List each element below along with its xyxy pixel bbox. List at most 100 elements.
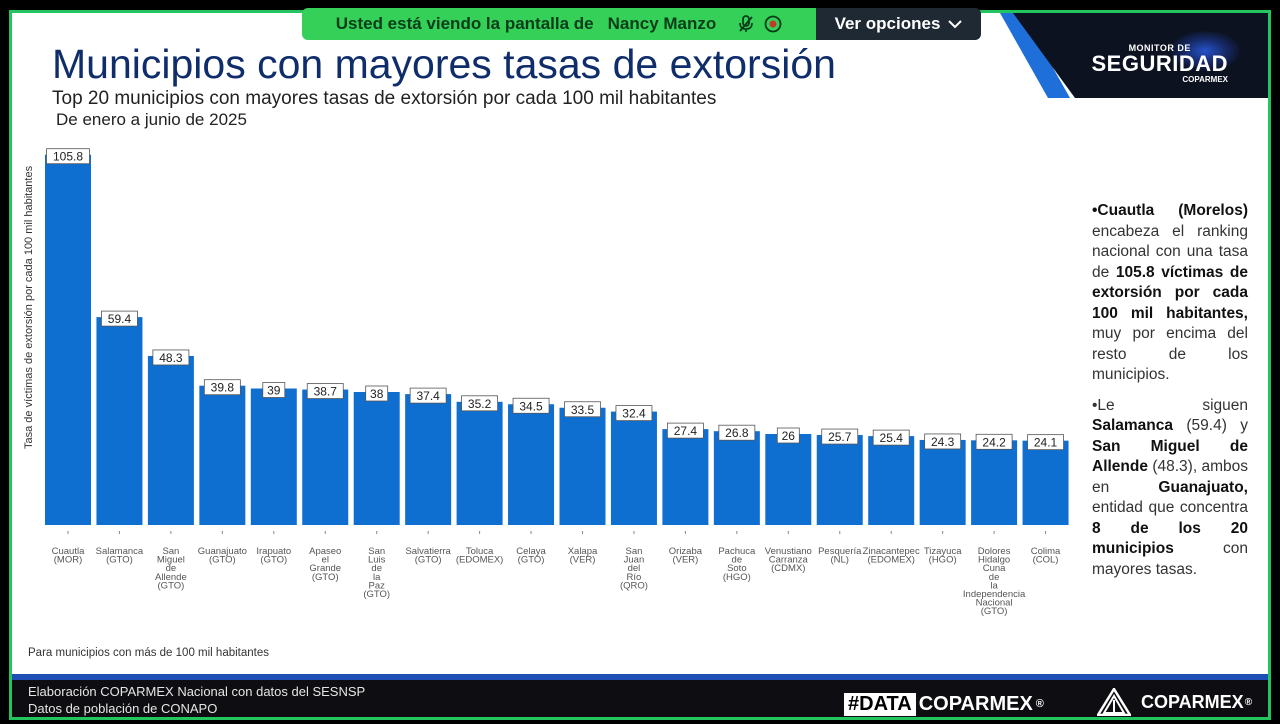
data-label-box xyxy=(262,382,286,398)
data-label-box xyxy=(975,433,1013,450)
data-label-box xyxy=(1027,434,1064,451)
data-label: 24.1 xyxy=(1034,436,1058,450)
data-label: 38.7 xyxy=(314,385,338,399)
data-label: 105.8 xyxy=(53,150,83,164)
data-label: 59.4 xyxy=(108,312,132,326)
monitor-seguridad-logo: MONITOR DE SEGURIDAD COPARMEX xyxy=(1091,43,1228,84)
data-label: 39 xyxy=(267,384,281,398)
logo-line2: SEGURIDAD xyxy=(1091,51,1228,76)
bar xyxy=(508,404,555,525)
logo-line1: MONITOR DE xyxy=(1128,43,1191,53)
bar xyxy=(45,154,91,525)
data-label-box xyxy=(306,383,344,399)
bar xyxy=(765,434,812,525)
x-tick-label: Pesquería (NL) xyxy=(818,546,862,566)
data-label: 26.8 xyxy=(725,426,749,440)
bar xyxy=(559,407,606,525)
data-label: 38 xyxy=(370,387,384,401)
bar xyxy=(868,436,915,525)
share-banner-text: Usted está viendo la pantalla de xyxy=(335,14,594,33)
badge-registered-mark: ® xyxy=(1035,698,1044,710)
view-options-button[interactable]: Ver opciones xyxy=(816,8,981,40)
data-label: 37.4 xyxy=(416,389,440,403)
logo-line3: COPARMEX xyxy=(1182,75,1228,84)
x-tick-label: Colima (COL) xyxy=(1031,546,1061,566)
x-tick-label: Dolores Hidalgo Cuna de la Independencia Nacio… xyxy=(963,546,1026,617)
data-label: 25.7 xyxy=(828,430,852,444)
data-label: 24.3 xyxy=(931,435,955,449)
bar xyxy=(96,317,143,525)
data-label-box xyxy=(152,349,190,366)
data-label-box xyxy=(46,148,90,165)
data-label: 33.5 xyxy=(571,403,595,417)
coparmex-registered-mark: ® xyxy=(1244,696,1253,708)
data-label-box xyxy=(718,424,756,441)
footer: Elaboración COPARMEX Nacional con datos … xyxy=(12,680,1268,717)
summary-text: •Cuautla (Morelos) encabeza el ranking n… xyxy=(1092,201,1248,590)
bar xyxy=(353,392,400,525)
footer-divider xyxy=(12,674,1268,680)
badge-hash: #DATA xyxy=(844,692,916,716)
data-label-box xyxy=(667,422,704,439)
data-label: 27.4 xyxy=(674,424,698,438)
x-tick-label: Guanajuato (GTO) xyxy=(198,546,247,566)
coparmex-logo: COPARMEX ® xyxy=(1097,688,1252,716)
data-label-box xyxy=(564,401,601,418)
data-label: 34.5 xyxy=(519,399,543,413)
mic-muted-icon[interactable] xyxy=(738,15,754,33)
data-label-box xyxy=(461,395,499,412)
x-tick-label: Xalapa (VER) xyxy=(568,546,598,566)
summary-paragraph-2: •Le siguen Salamanca (59.4) y San Miguel… xyxy=(1092,396,1248,578)
data-label: 48.3 xyxy=(159,351,183,365)
bar xyxy=(713,431,760,525)
data-label-box xyxy=(924,433,962,450)
data-label-box xyxy=(872,429,910,446)
presenter-name: Nancy Manzo xyxy=(607,14,717,33)
data-label: 39.8 xyxy=(211,381,235,395)
x-tick-label: San Juan del Río (QRO) xyxy=(620,546,648,591)
data-label-box xyxy=(821,428,859,445)
presentation-slide: MONITOR DE SEGURIDAD COPARMEX Municipios… xyxy=(9,10,1271,720)
bar-chart: 105.8 Cuautla (MOR) 59.4 Salamanca (GTO) 48.3 S… xyxy=(45,148,1069,617)
summary-paragraph-1: •Cuautla (Morelos) encabeza el ranking n… xyxy=(1092,202,1248,383)
bar xyxy=(250,388,297,525)
data-label-box xyxy=(203,379,241,396)
bar xyxy=(456,401,503,525)
chevron-down-icon xyxy=(948,20,963,29)
x-tick-label: Celaya (GTO) xyxy=(516,546,546,566)
page-subtitle: Top 20 municipios con mayores tasas de e… xyxy=(52,88,717,109)
x-tick-label: Apaseo el Grande (GTO) xyxy=(309,546,341,583)
bar xyxy=(610,411,657,525)
data-label-box xyxy=(101,310,138,327)
x-tick-label: Toluca (EDOMEX) xyxy=(456,546,504,566)
x-tick-label: Salvatierra (GTO) xyxy=(405,546,451,566)
source-line-1: Elaboración COPARMEX Nacional con datos … xyxy=(28,684,366,699)
source-line-2: Datos de población de CONAPO xyxy=(28,701,218,716)
bar xyxy=(662,429,709,525)
period-label: De enero a junio de 2025 xyxy=(56,110,247,129)
x-tick-label: Venustiano Carranza (CDMX) xyxy=(765,546,812,574)
bar xyxy=(1022,440,1069,525)
coparmex-logo-text: COPARMEX xyxy=(1141,691,1244,712)
bar xyxy=(919,439,966,525)
data-label-box xyxy=(365,385,389,402)
x-tick-label: Tizayuca (HGO) xyxy=(924,546,962,566)
x-tick-label: Orizaba (VER) xyxy=(669,546,703,566)
x-tick-label: San Miguel de Allende (GTO) xyxy=(155,546,187,591)
x-tick-label: Zinacantepec (EDOMEX) xyxy=(863,546,920,566)
data-label: 32.4 xyxy=(622,407,646,421)
data-coparmex-badge: #DATA COPARMEX ® xyxy=(844,692,1044,716)
data-label-box xyxy=(512,397,550,414)
data-label: 35.2 xyxy=(468,397,492,411)
bar xyxy=(302,389,349,525)
bar xyxy=(147,355,194,525)
x-tick-label: Pachuca de Soto (HGO) xyxy=(718,546,756,583)
x-tick-label: Cuautla (MOR) xyxy=(52,546,85,566)
data-label: 26 xyxy=(782,429,796,443)
record-icon[interactable] xyxy=(764,15,782,33)
badge-brand: COPARMEX xyxy=(918,692,1033,715)
data-label: 24.2 xyxy=(982,435,1006,449)
x-tick-label: Salamanca (GTO) xyxy=(96,546,144,566)
data-label-box xyxy=(409,387,447,404)
x-tick-label: Irapuato (GTO) xyxy=(256,546,291,566)
